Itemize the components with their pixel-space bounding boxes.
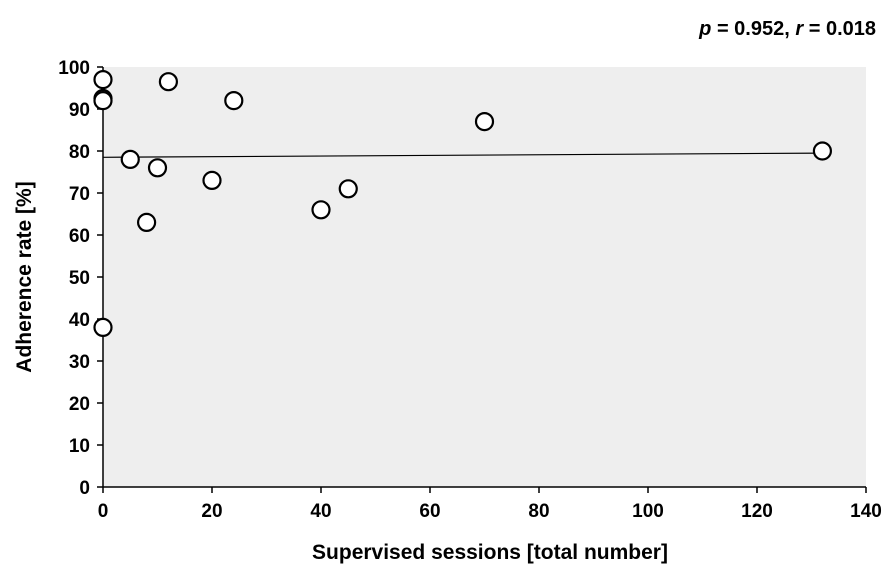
data-point (93, 90, 113, 111)
data-point (202, 170, 222, 190)
data-point (93, 69, 113, 90)
data-point (147, 158, 168, 178)
r-symbol: r (795, 18, 804, 40)
x-tick-label: 20 (201, 501, 222, 522)
data-point (338, 179, 358, 199)
y-tick-label: 0 (79, 478, 90, 499)
x-tick-label: 0 (98, 501, 109, 522)
y-tick-label: 100 (58, 58, 90, 79)
data-point (137, 212, 157, 232)
y-tick-label: 80 (69, 142, 90, 163)
p-value: = 0.952, (711, 18, 795, 40)
data-points (93, 69, 833, 337)
y-tick-label: 10 (69, 436, 90, 457)
y-tick-label: 40 (69, 310, 90, 331)
r-value: = 0.018 (803, 18, 876, 40)
x-tick-label: 100 (632, 501, 664, 522)
y-tick-label: 60 (69, 226, 90, 247)
y-tick-label: 30 (69, 352, 90, 373)
data-point (311, 200, 331, 220)
correlation-annotation: p = 0.952, r = 0.018 (698, 18, 876, 40)
y-axis-title: Adherence rate [%] (13, 181, 36, 372)
y-tick-label: 90 (69, 100, 90, 121)
x-tick-label: 60 (419, 501, 440, 522)
x-tick-label: 40 (310, 501, 331, 522)
y-tick-label: 70 (69, 184, 90, 205)
data-point (474, 111, 495, 132)
data-point (93, 317, 113, 337)
y-axis: 0 10 20 30 40 50 60 70 80 90 100 (58, 58, 104, 499)
data-point (224, 90, 244, 111)
x-axis-title: Supervised sessions [total number] (312, 541, 668, 564)
data-point (812, 141, 833, 161)
y-tick-label: 20 (69, 394, 90, 415)
p-symbol: p (698, 18, 711, 40)
y-tick-label: 50 (69, 268, 90, 289)
x-tick-label: 120 (741, 501, 773, 522)
plot-area (103, 67, 866, 487)
x-tick-label: 80 (528, 501, 549, 522)
data-point (158, 72, 178, 92)
data-point (120, 149, 140, 169)
trend-line (102, 152, 823, 158)
x-axis: 0 20 40 60 80 100 120 140 (98, 486, 882, 522)
x-tick-label: 140 (850, 501, 882, 522)
